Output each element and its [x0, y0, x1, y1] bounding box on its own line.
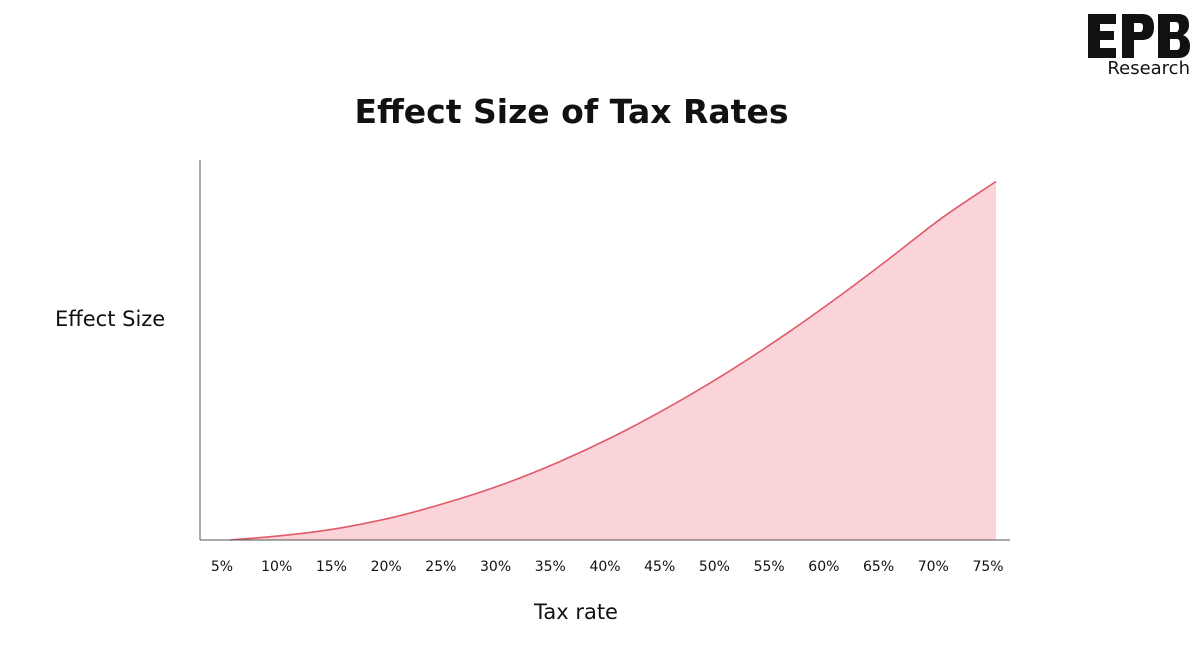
x-tick-label: 50%	[699, 559, 730, 575]
x-tick-label: 45%	[644, 559, 675, 575]
x-tick-label: 55%	[754, 559, 785, 575]
x-tick-label: 25%	[425, 559, 456, 575]
area-layer	[229, 180, 997, 541]
x-tick-label: 75%	[972, 559, 1003, 575]
y-axis-label: Effect Size	[55, 307, 166, 331]
x-tick-label: 30%	[480, 559, 511, 575]
x-tick-labels: 5% 10% 15% 20% 25% 30% 35% 40% 45% 50% 55% 60% 65% 70…	[211, 559, 1004, 575]
x-tick-label: 5%	[211, 559, 233, 575]
x-tick-label: 15%	[316, 559, 347, 575]
x-tick-label: 10%	[261, 559, 292, 575]
x-tick-label: 65%	[863, 559, 894, 575]
series-line	[229, 180, 997, 541]
chart-title: Effect Size of Tax Rates	[354, 92, 789, 131]
epb-logo-mark	[1088, 14, 1190, 58]
x-tick-label: 35%	[535, 559, 566, 575]
logo-subtitle: Research	[1107, 58, 1190, 79]
x-tick-label: 40%	[589, 559, 620, 575]
epb-logo	[1086, 14, 1190, 84]
x-axis-label: Tax rate	[534, 600, 618, 624]
x-tick-label: 70%	[918, 559, 949, 575]
area-fill	[230, 181, 996, 540]
x-tick-label: 60%	[808, 559, 839, 575]
x-tick-label: 20%	[371, 559, 402, 575]
